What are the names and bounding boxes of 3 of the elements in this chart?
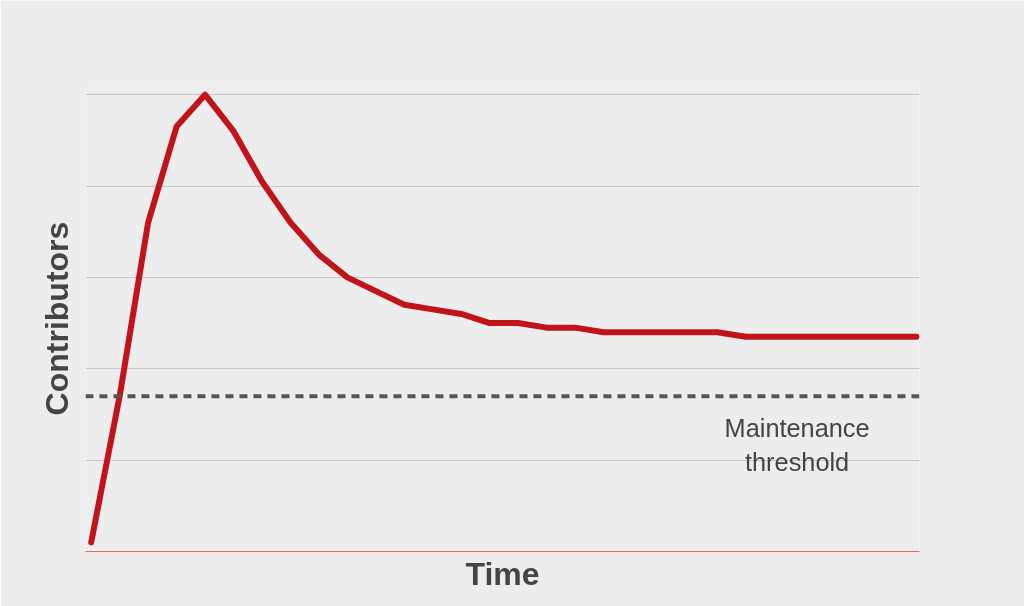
x-axis-title: Time xyxy=(465,555,540,592)
ref-line-label: Maintenance threshold xyxy=(724,414,870,476)
y-axis-title: Contributors xyxy=(38,221,75,416)
